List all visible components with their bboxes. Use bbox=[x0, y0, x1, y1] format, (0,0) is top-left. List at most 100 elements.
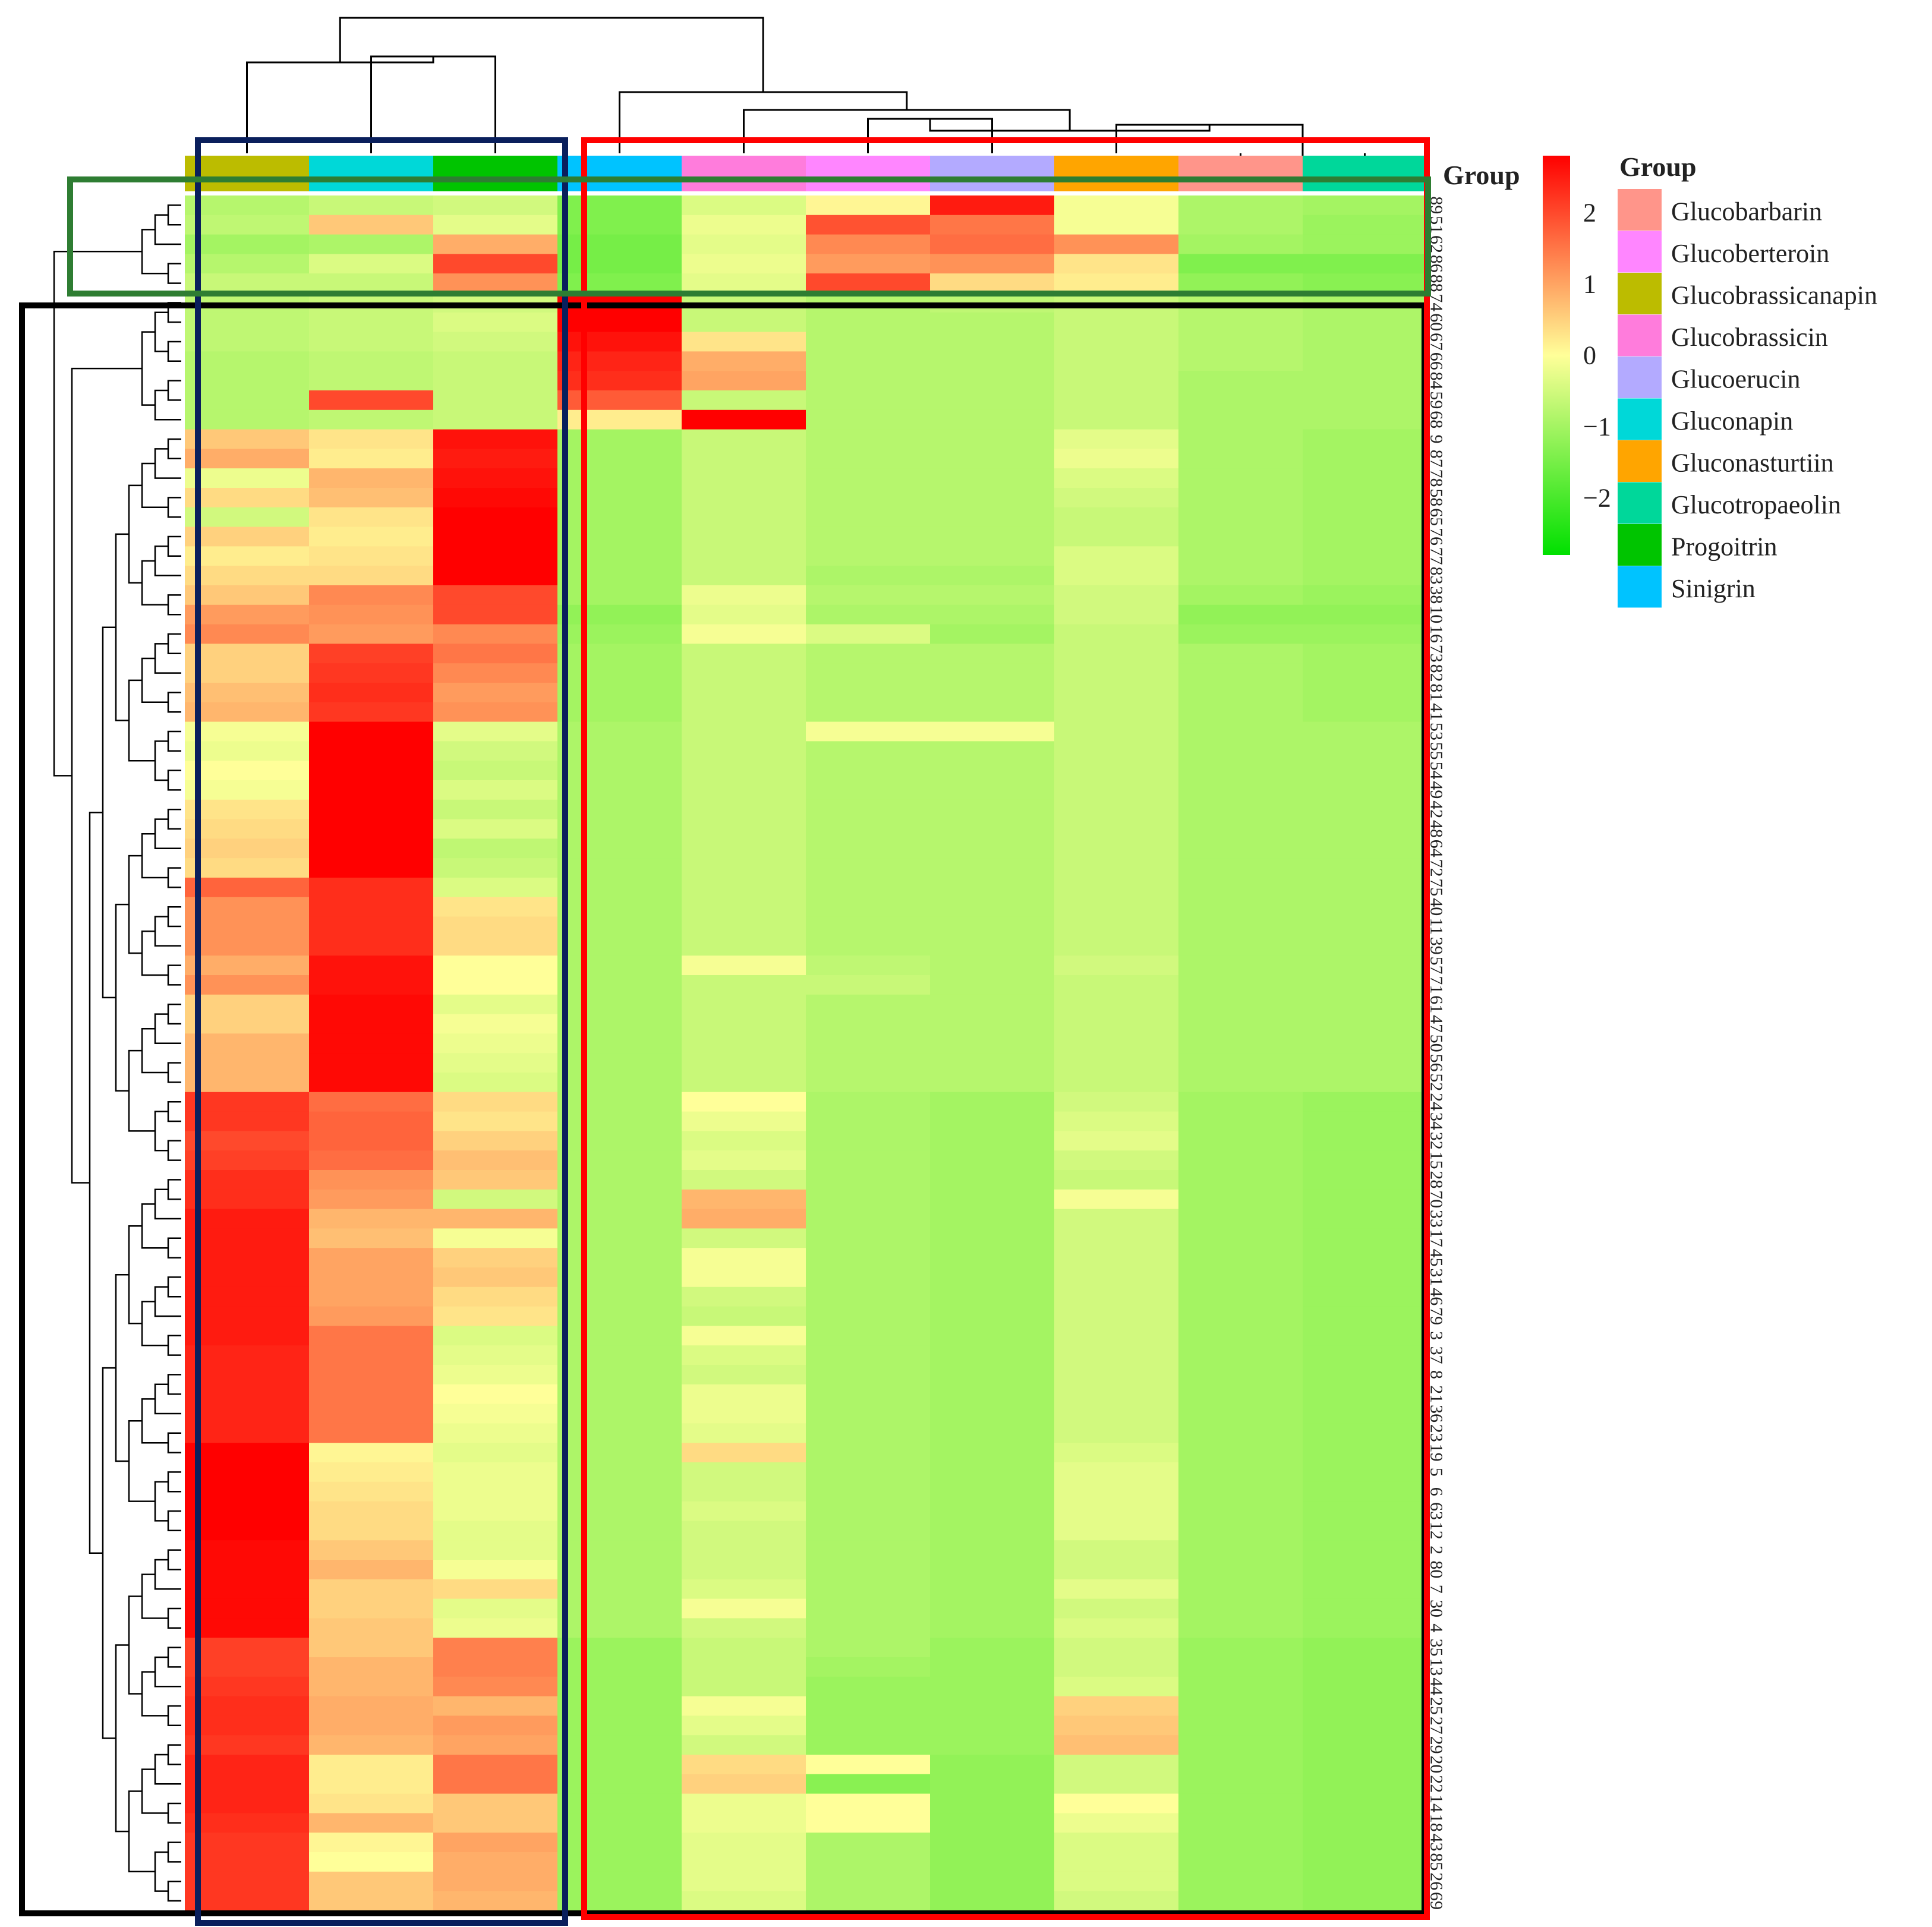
heatmap-cell bbox=[309, 1150, 433, 1171]
heatmap-cell bbox=[557, 1774, 682, 1794]
heatmap-cell bbox=[682, 1326, 806, 1346]
dendrogram-link bbox=[167, 1705, 181, 1727]
heatmap-cell bbox=[930, 1755, 1054, 1775]
dendrogram-link bbox=[71, 367, 142, 1184]
heatmap-cell bbox=[433, 858, 557, 878]
heatmap-cell bbox=[1303, 1813, 1427, 1833]
heatmap-cell bbox=[185, 1560, 309, 1580]
heatmap-cell bbox=[309, 488, 433, 508]
heatmap-cell bbox=[557, 1813, 682, 1833]
heatmap-cell bbox=[806, 1267, 930, 1288]
heatmap-cell bbox=[557, 273, 682, 294]
heatmap-cell bbox=[1054, 916, 1178, 936]
heatmap-cell bbox=[1303, 702, 1427, 723]
heatmap-cell bbox=[185, 468, 309, 488]
red-highlight-box bbox=[581, 137, 1430, 1920]
color-scale-tick-label: 2 bbox=[1583, 198, 1596, 228]
heatmap-cell bbox=[930, 916, 1054, 936]
heatmap-cell bbox=[185, 1715, 309, 1736]
heatmap-cell bbox=[1178, 1209, 1303, 1229]
heatmap-cell bbox=[682, 1014, 806, 1034]
annotation-cell-glucoberteroin bbox=[806, 156, 930, 191]
heatmap-cell bbox=[309, 1598, 433, 1619]
heatmap-cell bbox=[682, 234, 806, 254]
annotation-cell-sinigrin bbox=[557, 156, 682, 191]
heatmap-cell bbox=[1054, 1131, 1178, 1151]
heatmap-cell bbox=[185, 644, 309, 664]
row-label: 6 bbox=[1427, 1487, 1446, 1496]
heatmap-cell bbox=[1178, 1540, 1303, 1560]
heatmap-cell bbox=[806, 1462, 930, 1483]
heatmap-cell bbox=[1054, 449, 1178, 469]
heatmap-cell bbox=[433, 1073, 557, 1093]
heatmap-cell bbox=[1178, 1248, 1303, 1268]
heatmap-cell bbox=[1303, 1170, 1427, 1190]
heatmap-cell bbox=[185, 1326, 309, 1346]
heatmap-cell bbox=[433, 1189, 557, 1210]
heatmap-cell bbox=[1303, 1209, 1427, 1229]
heatmap-cell bbox=[1178, 449, 1303, 469]
heatmap-cell bbox=[557, 819, 682, 839]
heatmap-cell bbox=[930, 1150, 1054, 1171]
heatmap-cell bbox=[806, 1618, 930, 1638]
heatmap-cell bbox=[930, 488, 1054, 508]
heatmap-cell bbox=[682, 1598, 806, 1619]
heatmap-cell bbox=[1178, 1073, 1303, 1093]
heatmap-cell bbox=[806, 721, 930, 742]
heatmap-cell bbox=[1178, 1793, 1303, 1814]
heatmap-cell bbox=[930, 312, 1054, 333]
heatmap-cell bbox=[682, 683, 806, 703]
heatmap-cell bbox=[433, 663, 557, 683]
heatmap-cell bbox=[309, 449, 433, 469]
heatmap-cell bbox=[433, 1696, 557, 1716]
legend-label: Glucoberteroin bbox=[1671, 239, 1829, 268]
heatmap-cell bbox=[433, 1384, 557, 1405]
heatmap-cell bbox=[806, 858, 930, 878]
heatmap-cell bbox=[682, 1170, 806, 1190]
heatmap-cell bbox=[433, 1774, 557, 1794]
heatmap-cell bbox=[1054, 1073, 1178, 1093]
heatmap-cell bbox=[806, 1092, 930, 1112]
heatmap-cell bbox=[930, 1267, 1054, 1288]
heatmap-cell bbox=[682, 1189, 806, 1210]
heatmap-cell bbox=[806, 1150, 930, 1171]
heatmap-cell bbox=[682, 1443, 806, 1463]
color-scale-legend: 2 1 0 −1 −2 bbox=[1543, 156, 1611, 555]
heatmap-cell bbox=[1054, 546, 1178, 566]
row-dendrogram bbox=[53, 204, 181, 1902]
heatmap-cell bbox=[930, 1579, 1054, 1600]
heatmap-cell bbox=[557, 644, 682, 664]
heatmap-cell bbox=[1178, 683, 1303, 703]
heatmap-cell bbox=[806, 1696, 930, 1716]
dendrogram-link bbox=[339, 17, 764, 92]
heatmap-cell bbox=[185, 702, 309, 723]
heatmap-cell bbox=[1178, 663, 1303, 683]
legend-label: Glucotropaeolin bbox=[1671, 490, 1841, 519]
heatmap-cell bbox=[1178, 644, 1303, 664]
heatmap-cell bbox=[930, 1053, 1054, 1073]
heatmap-cell bbox=[185, 1384, 309, 1405]
heatmap-cell bbox=[1303, 273, 1427, 294]
heatmap-cell bbox=[930, 1404, 1054, 1424]
heatmap-cell bbox=[806, 1189, 930, 1210]
heatmap-cell bbox=[1303, 955, 1427, 976]
heatmap-cell bbox=[185, 1735, 309, 1755]
heatmap-cell bbox=[930, 644, 1054, 664]
heatmap-cell bbox=[433, 546, 557, 566]
heatmap-cell bbox=[557, 1696, 682, 1716]
heatmap-cell bbox=[185, 683, 309, 703]
heatmap-cell bbox=[1178, 1286, 1303, 1307]
heatmap-cell bbox=[806, 1521, 930, 1541]
heatmap-cell bbox=[185, 819, 309, 839]
heatmap-cell bbox=[930, 566, 1054, 586]
heatmap-cell bbox=[930, 526, 1054, 547]
heatmap-cell bbox=[1178, 1111, 1303, 1131]
heatmap-cell bbox=[1303, 1033, 1427, 1054]
heatmap-cell bbox=[1054, 1755, 1178, 1775]
heatmap-cell bbox=[185, 1657, 309, 1677]
heatmap-cell bbox=[1178, 234, 1303, 254]
heatmap-cell bbox=[309, 1579, 433, 1600]
heatmap-cell bbox=[309, 1267, 433, 1288]
dendrogram-link bbox=[167, 1140, 181, 1161]
legend-swatch bbox=[1618, 482, 1662, 524]
